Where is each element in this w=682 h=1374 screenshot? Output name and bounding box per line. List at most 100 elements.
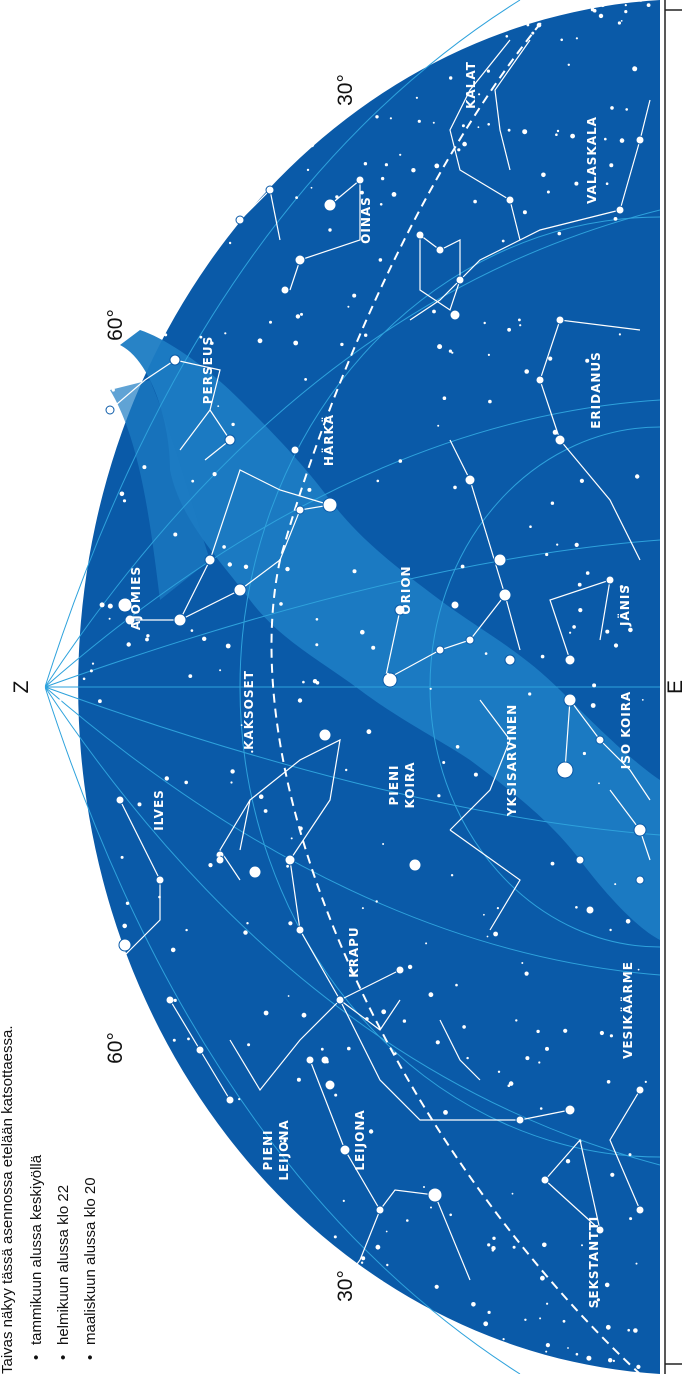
star bbox=[297, 698, 303, 703]
star bbox=[435, 1040, 440, 1045]
star bbox=[230, 769, 235, 774]
star bbox=[608, 1358, 613, 1363]
star bbox=[111, 388, 115, 392]
star bbox=[536, 22, 542, 28]
star bbox=[142, 465, 147, 470]
star bbox=[381, 1009, 387, 1015]
star bbox=[599, 1030, 605, 1036]
star bbox=[263, 809, 268, 813]
star bbox=[567, 1347, 569, 1349]
star bbox=[361, 907, 364, 910]
star bbox=[641, 699, 644, 701]
star bbox=[575, 37, 579, 40]
star bbox=[137, 802, 142, 807]
star bbox=[435, 245, 445, 255]
star bbox=[620, 20, 623, 22]
star bbox=[105, 405, 115, 415]
star bbox=[563, 693, 577, 707]
star bbox=[617, 21, 622, 25]
star bbox=[437, 794, 441, 798]
star bbox=[605, 182, 609, 185]
star bbox=[233, 583, 247, 597]
star bbox=[119, 491, 125, 497]
star bbox=[217, 853, 221, 857]
star bbox=[574, 181, 579, 186]
star bbox=[575, 1352, 579, 1356]
star bbox=[246, 922, 249, 925]
star bbox=[564, 654, 576, 666]
star bbox=[149, 1035, 153, 1039]
star bbox=[582, 751, 587, 756]
star bbox=[504, 654, 516, 666]
star bbox=[173, 998, 177, 1003]
star bbox=[423, 1186, 425, 1188]
star bbox=[363, 162, 368, 166]
star bbox=[488, 399, 492, 404]
star bbox=[280, 285, 290, 295]
star bbox=[477, 1334, 482, 1339]
star bbox=[173, 613, 187, 627]
star bbox=[515, 1019, 518, 1022]
star bbox=[550, 501, 555, 505]
star bbox=[567, 63, 570, 66]
star bbox=[507, 128, 511, 132]
star bbox=[539, 1317, 542, 1320]
star bbox=[385, 1230, 388, 1233]
zenith-label: Z bbox=[10, 680, 33, 693]
star bbox=[195, 1045, 205, 1055]
star bbox=[212, 472, 217, 477]
star bbox=[347, 305, 350, 308]
star bbox=[460, 564, 465, 569]
star bbox=[451, 351, 454, 354]
star bbox=[546, 190, 550, 194]
star bbox=[624, 4, 627, 7]
star bbox=[155, 875, 165, 885]
star bbox=[288, 921, 293, 926]
south-label: E bbox=[664, 680, 682, 694]
star bbox=[604, 1282, 610, 1288]
star bbox=[355, 175, 365, 185]
info-bullet: • bbox=[55, 1355, 72, 1360]
info-bullet: maaliskuun alussa klo 20 bbox=[82, 1177, 99, 1345]
star bbox=[545, 1350, 548, 1353]
star bbox=[208, 863, 213, 868]
constellation-label-leijona: LEIJONA bbox=[353, 1109, 367, 1170]
star bbox=[629, 1217, 633, 1221]
constellation-label-orion: ORION bbox=[399, 565, 413, 614]
info-heading: Taivas näkyy tässä asennossa etelään kat… bbox=[0, 1025, 16, 1374]
star bbox=[375, 900, 378, 903]
star bbox=[619, 138, 625, 143]
star bbox=[507, 327, 511, 332]
star bbox=[646, 3, 651, 7]
star bbox=[610, 106, 614, 110]
star bbox=[243, 564, 249, 569]
star bbox=[605, 575, 615, 585]
star bbox=[525, 1056, 530, 1061]
star bbox=[542, 1242, 547, 1248]
star bbox=[524, 1318, 527, 1322]
star bbox=[578, 608, 583, 613]
star bbox=[540, 1175, 550, 1185]
star bbox=[585, 905, 595, 915]
star bbox=[295, 196, 298, 200]
star bbox=[371, 645, 376, 650]
constellation-label-kaksoset: KAKSOSET bbox=[242, 670, 256, 750]
star bbox=[247, 1043, 251, 1047]
constellation-label-janis: JÄNIS bbox=[617, 584, 632, 627]
star bbox=[122, 499, 127, 503]
star bbox=[376, 479, 380, 483]
star bbox=[598, 13, 604, 19]
star bbox=[432, 309, 436, 314]
star bbox=[397, 1303, 401, 1307]
star bbox=[536, 1029, 540, 1034]
constellation-label-oinas: OINAS bbox=[359, 196, 373, 244]
star bbox=[269, 320, 272, 324]
star bbox=[546, 1302, 549, 1305]
star bbox=[497, 1070, 501, 1074]
star bbox=[328, 228, 332, 232]
star bbox=[365, 1017, 369, 1021]
constellation-label-ilves: ILVES bbox=[152, 789, 166, 831]
star bbox=[585, 571, 590, 575]
star bbox=[632, 66, 638, 72]
